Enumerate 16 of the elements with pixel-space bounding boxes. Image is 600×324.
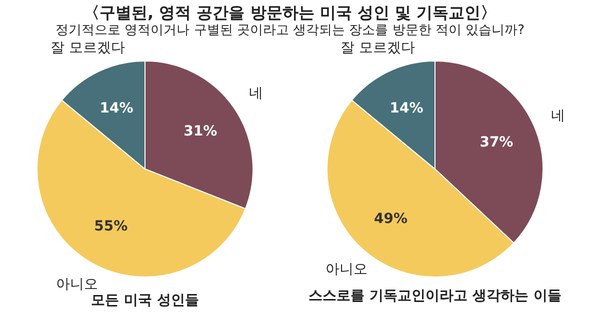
slice-label: 잘 모르겠다 <box>50 40 126 56</box>
slice-label: 잘 모르겠다 <box>340 40 416 56</box>
data-label: 14% <box>100 100 134 116</box>
text: 모든 미국 성인들 <box>91 292 199 308</box>
data-label: 31% <box>184 123 218 140</box>
data-label: 49% <box>374 211 408 228</box>
data-label: 55% <box>94 218 128 235</box>
data-label: 14% <box>390 100 424 116</box>
slice-label: 네 <box>550 108 565 124</box>
data-label: 37% <box>480 134 514 150</box>
slice-label: 아니오 <box>325 262 368 278</box>
slice-label: 아니오 <box>56 276 98 292</box>
text: 정기적으로 영적이거나 구별된 곳이라고 생각되는 장소를 방문한 적이 있습니까? <box>56 22 524 38</box>
text: 스스로를 기독교인이라고 생각하는 이들 <box>308 288 562 304</box>
chart-title: 〈구별된, 영적 공간을 방문하는 미국 성인 및 기독교인〉 <box>83 2 497 22</box>
slice-label: 네 <box>248 86 263 102</box>
